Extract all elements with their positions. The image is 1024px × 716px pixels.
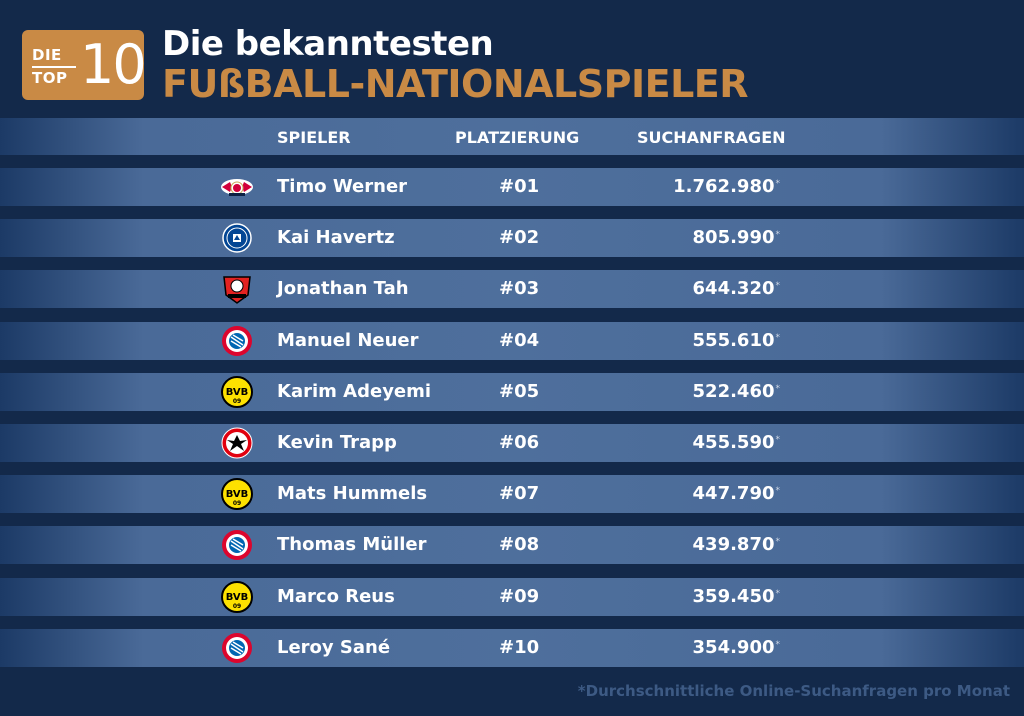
fc-bayern-logo-icon [220,325,254,357]
footnote-mark: * [775,230,781,241]
bayer-leverkusen-logo-icon [220,273,254,305]
table-row: BVB 09 Marco Reus #09 359.450* [0,577,1024,616]
header-rank: PLATZIERUNG [455,128,580,147]
search-count: 447.790* [693,484,780,504]
search-count: 805.990* [693,228,780,248]
player-rank: #03 [499,278,540,300]
search-count: 555.610* [692,329,781,351]
table-row: BVB 09 Mats Hummels #07 447.790* [0,475,1024,514]
player-name: Marco Reus [277,585,395,607]
player-rank: #02 [499,227,540,249]
search-count-value: 1.762.980 [673,176,775,197]
player-name: Leroy Sané [277,636,391,658]
search-count: 644.320* [693,279,780,299]
player-name: Thomas Müller [277,534,427,556]
svg-text:09: 09 [233,500,241,507]
search-count: 439.870* [693,535,780,555]
rb-leipzig-logo-icon [220,171,254,203]
search-count-value: 805.990 [692,227,775,249]
player-name: Manuel Neuer [277,329,419,351]
search-count-value: 359.450 [692,585,775,607]
table-row: Kai Havertz #02 805.990* [0,219,1024,258]
player-rank: #09 [499,585,540,607]
bvb-logo-icon: BVB 09 [220,478,254,511]
footnote: *Durchschnittliche Online-Suchanfragen p… [577,682,1010,700]
search-count-value: 455.590 [692,432,775,453]
search-count-value: 354.900 [692,636,775,658]
table-row: Manuel Neuer #04 555.610* [0,321,1024,360]
player-name: Kevin Trapp [277,432,397,453]
footnote-mark: * [775,486,781,497]
eintracht-frankfurt-logo-icon [220,427,254,459]
table-row: BVB 09 Karim Adeyemi #05 522.460* [0,372,1024,411]
search-count: 1.762.980* [673,177,780,197]
svg-text:09: 09 [233,398,241,405]
svg-text:09: 09 [233,603,241,610]
player-name: Jonathan Tah [277,278,409,300]
player-name: Karim Adeyemi [277,380,432,402]
player-rank: #07 [499,483,540,505]
header-searches: SUCHANFRAGEN [637,128,786,147]
footnote-mark: * [775,281,781,292]
footnote-mark: * [775,639,781,650]
search-count: 354.900* [692,636,781,658]
svg-text:BVB: BVB [226,592,249,603]
bvb-logo-icon: BVB 09 [220,580,254,613]
table-row: Thomas Müller #08 439.870* [0,526,1024,565]
footnote-mark: * [775,383,781,394]
page-subtitle: FUßBALL-NATIONALSPIELER [162,62,749,106]
table-row: Jonathan Tah #03 644.320* [0,270,1024,309]
search-count-value: 522.460 [692,380,775,402]
badge-die: DIE [32,46,62,64]
top10-badge: DIE TOP 10 [22,30,147,100]
search-count-value: 555.610 [692,329,775,351]
player-rank: #05 [499,380,540,402]
search-count: 455.590* [693,433,780,453]
footnote-mark: * [775,435,781,445]
player-name: Mats Hummels [277,483,428,505]
search-count: 522.460* [692,380,781,402]
player-rank: #10 [499,636,540,658]
footnote-mark: * [775,588,781,599]
badge-top: TOP [32,69,68,87]
player-rank: #08 [499,534,540,556]
bvb-logo-icon: BVB 09 [220,375,254,408]
page-title: Die bekanntesten [162,24,494,64]
footnote-mark: * [775,537,781,548]
footnote-mark: * [775,179,781,189]
table-row: Kevin Trapp #06 455.590* [0,424,1024,462]
table-header: SPIELER PLATZIERUNG SUCHANFRAGEN [0,118,1024,155]
footnote-mark: * [775,332,781,343]
chelsea-logo-icon [220,222,254,254]
player-name: Timo Werner [277,176,408,197]
table-row: Leroy Sané #10 354.900* [0,628,1024,667]
header-player: SPIELER [277,128,351,147]
table-row: Timo Werner #01 1.762.980* [0,168,1024,206]
svg-text:BVB: BVB [226,387,249,398]
player-rank: #01 [499,176,540,197]
search-count: 359.450* [692,585,781,607]
fc-bayern-logo-icon [220,632,254,664]
svg-text:BVB: BVB [226,489,249,500]
fc-bayern-logo-icon [220,529,254,561]
player-rank: #04 [499,329,540,351]
search-count-value: 644.320 [692,278,775,300]
player-name: Kai Havertz [277,227,395,249]
player-rank: #06 [499,432,540,453]
search-count-value: 439.870 [692,534,775,556]
search-count-value: 447.790 [692,483,775,505]
badge-number: 10 [80,33,147,96]
badge-separator [32,66,76,68]
